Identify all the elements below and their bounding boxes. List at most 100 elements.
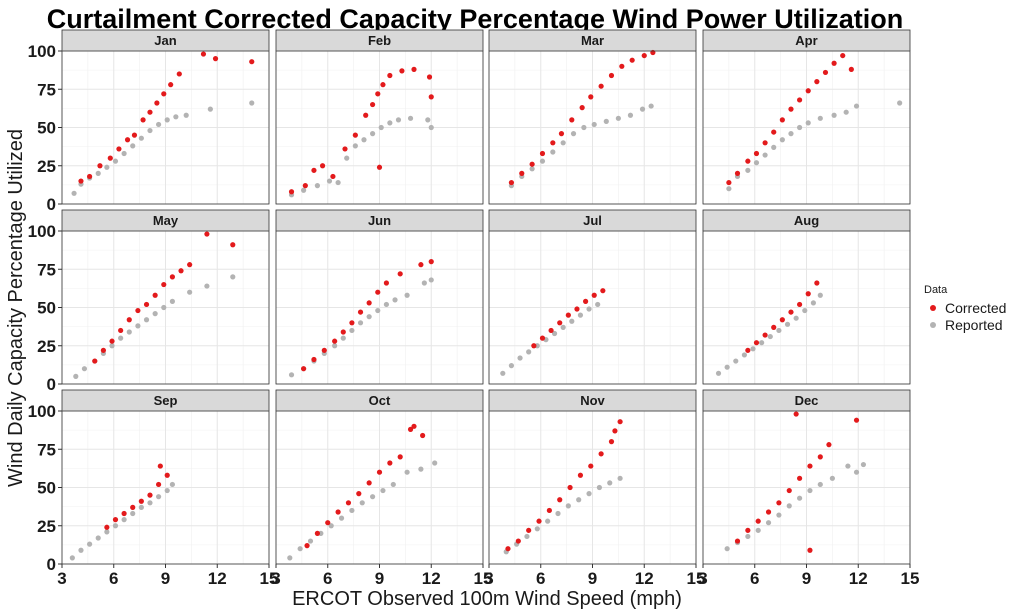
point-reported [776,512,782,518]
point-corrected [515,538,521,544]
chart-title: Curtailment Corrected Capacity Percentag… [47,4,903,34]
point-corrected [797,301,803,308]
point-corrected [788,309,794,315]
x-tick-label: 9 [588,569,597,588]
point-corrected [366,480,372,486]
point-reported [726,186,732,192]
point-corrected [840,52,846,59]
point-corrected [143,301,150,308]
point-reported [121,150,127,157]
panel-jan: Jan 0 25 50 75 100 [28,29,270,214]
point-corrected [536,518,542,524]
legend-key-corrected [930,305,936,311]
point-reported [733,358,739,364]
point-reported [648,103,654,109]
point-reported [517,355,523,361]
point-corrected [762,140,768,146]
point-corrected [187,262,193,268]
point-corrected [617,419,623,425]
point-reported [359,500,365,506]
point-corrected [797,475,803,481]
y-axis-title: Wind Daily Capacity Percentage Utilized [5,129,27,487]
point-reported [143,317,150,323]
legend-title: Data [924,284,948,296]
point-reported [595,301,601,308]
point-corrected [765,509,772,515]
point-reported [130,510,136,517]
point-corrected [349,320,355,326]
point-corrected [161,91,167,97]
point-corrected [118,327,124,334]
point-reported [87,541,93,547]
point-reported [627,112,634,118]
point-reported [526,349,532,355]
strip-label: Sep [154,393,178,408]
point-corrected [508,179,515,186]
point-corrected [591,292,597,298]
point-reported [591,121,597,128]
point-corrected [330,173,336,180]
x-tick-label: 12 [635,569,654,588]
point-corrected [793,411,799,417]
x-axis-title: ERCOT Observed 100m Wind Speed (mph) [292,588,682,610]
point-corrected [574,306,580,312]
strip-label: May [153,213,179,228]
point-reported [560,324,566,330]
point-corrected [762,332,768,338]
point-corrected [753,340,760,346]
point-reported [788,131,794,137]
x-tick-label: 9 [802,569,811,588]
point-reported [104,164,110,170]
point-reported [805,120,811,126]
point-corrected [130,504,136,510]
point-reported [793,315,799,321]
point-corrected [779,117,785,123]
y-tick-label: 100 [28,222,56,241]
point-reported [395,117,402,123]
point-corrected [420,432,426,439]
point-corrected [505,546,511,552]
point-reported [156,494,162,500]
point-corrected [577,472,584,478]
point-reported [586,491,592,497]
point-corrected [121,510,127,517]
panel-oct: Oct 3 6 9 12 15 [271,389,492,588]
point-corrected [311,167,317,173]
x-tick-label: 3 [698,569,707,588]
point-corrected [428,94,434,100]
panel-border [702,50,911,205]
point-corrected [375,289,381,295]
panel-jul: Jul [488,209,697,385]
point-reported [432,460,438,466]
point-reported [392,297,398,303]
y-tick-label: 0 [47,375,56,394]
x-tick-label: 15 [687,569,706,588]
point-corrected [116,146,122,152]
panel-border [702,230,911,385]
x-tick-label: 9 [161,569,170,588]
point-reported [207,106,213,112]
y-tick-label: 50 [37,299,56,318]
point-reported [745,167,751,173]
point-corrected [212,56,219,62]
point-corrected [100,347,106,353]
point-corrected [531,343,537,349]
y-tick-label: 100 [28,42,56,61]
point-reported [71,190,77,196]
point-reported [784,321,791,327]
point-reported [287,555,293,561]
point-corrected [314,530,320,537]
point-reported [366,314,372,320]
strip-label: Feb [368,33,391,48]
point-corrected [600,288,606,294]
y-tick-label: 0 [47,195,56,214]
point-corrected [321,347,327,353]
point-reported [156,121,162,128]
point-reported [797,124,803,131]
point-corrected [608,439,615,445]
point-reported [112,523,119,529]
strip-label: Nov [580,393,605,408]
point-reported [765,520,772,526]
point-reported [404,292,410,298]
